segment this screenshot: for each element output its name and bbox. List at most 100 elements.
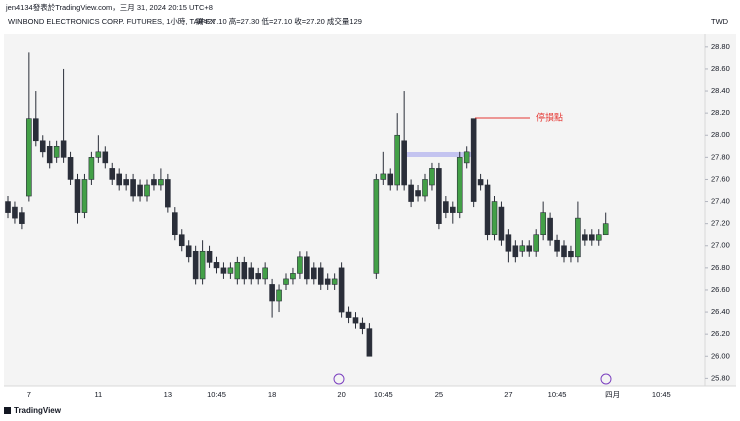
candle-body [491,201,498,236]
candle-body [317,267,324,285]
candle-body [373,179,380,274]
candle-body [540,212,546,236]
candle-body [172,212,178,236]
candle-body [498,206,505,241]
candle-body [151,179,157,186]
candle-body [359,322,366,329]
x-tick-label: 7 [27,390,31,399]
candle-body [366,328,373,357]
series: 25.80 26.00 26.20 26.40 26.60 26.80 27.00 27.20… [5,42,730,399]
candle-body [331,278,338,285]
candle-body [526,245,533,252]
candle-body [394,134,401,186]
symbol-title: WINBOND ELECTRONICS CORP. FUTURES, 1小時, … [8,17,215,26]
candle-body [443,201,449,213]
candle-body [408,184,414,202]
brand-logo [4,407,11,414]
x-tick-label: 四月 [605,390,620,399]
brand-name: TradingView [14,406,62,415]
candle-body [116,173,122,186]
candle-body [401,140,407,186]
candle-body [158,179,164,186]
x-tick-label: 10:45 [374,390,393,399]
candle-body [477,179,484,186]
candle-body [241,262,248,280]
x-tick-label: 11 [94,390,102,399]
candle-body [338,267,345,313]
x-tick-label: 13 [164,390,172,399]
candle-body [165,179,171,208]
candle-body [304,256,310,280]
event-marker[interactable] [600,373,612,385]
candle-body [255,273,261,280]
candle-body [213,262,220,269]
candle-body [310,267,317,280]
y-tick-label: 26.00 [711,351,730,360]
x-tick-label: 18 [268,390,276,399]
candle-body [32,118,39,142]
y-tick-label: 26.20 [711,329,730,338]
candle-body [276,289,282,302]
x-tick-label: 10:45 [652,390,671,399]
candle-body [456,157,463,213]
y-tick-label: 26.40 [711,307,730,316]
candle-body [88,157,95,180]
y-tick-label: 28.00 [711,130,730,139]
candle-body [39,140,46,153]
y-tick-label: 26.80 [711,263,730,272]
candle-body [595,234,602,241]
candle-body [297,256,303,274]
candle-body [533,234,540,252]
candle-body [248,267,255,280]
candle-body [470,118,477,202]
candle-body [130,179,136,197]
annotation-label: 停損點 [536,111,563,122]
range-band [405,152,471,157]
candle-body [602,223,609,236]
candle-body [46,145,53,164]
candle-body [512,245,519,258]
event-marker[interactable] [333,373,345,385]
y-tick-label: 28.60 [711,64,730,73]
candle-body [144,184,150,197]
candle-body [380,173,387,180]
candle-body [109,168,116,180]
candle-body [568,250,574,258]
plot-area [4,34,736,386]
candle-body [484,184,491,236]
candle-body [269,284,275,302]
candle-body [178,234,185,247]
candle-body [262,267,268,280]
candle-body [436,168,442,224]
candle-body [429,168,435,186]
currency: TWD [711,17,729,26]
x-tick-label: 25 [435,390,443,399]
candle-body [554,239,560,252]
y-tick-label: 27.80 [711,152,730,161]
x-tick-label: 27 [504,390,512,399]
y-tick-label: 28.80 [711,42,730,51]
candle-body [449,206,456,213]
ohlc-readout: 開=27.10 高=27.30 低=27.10 收=27.20 成交量129 [196,16,362,26]
y-tick-label: 25.80 [711,373,730,382]
candle-body [26,118,32,197]
candle-body [95,151,102,158]
candle-body [582,234,588,241]
candle-body [19,212,25,224]
candle-body [199,250,206,280]
x-tick-label: 10:45 [548,390,567,399]
candle-body [60,140,67,158]
candle-body [463,151,470,164]
candle-body [505,234,512,252]
candle-body [415,190,421,197]
candle-body [102,151,109,164]
candle-body [12,206,18,219]
candle-body [185,245,192,258]
candle-body [81,179,88,213]
candle-body [234,262,241,280]
candle-body [206,250,213,263]
candle-body [137,184,143,197]
candle-body [519,245,526,252]
